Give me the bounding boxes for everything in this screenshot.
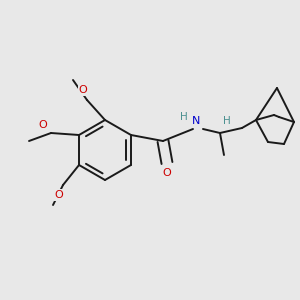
Text: N: N <box>192 116 200 126</box>
Text: H: H <box>180 112 188 122</box>
Text: H: H <box>223 116 231 126</box>
Text: O: O <box>163 168 171 178</box>
Text: O: O <box>55 190 63 200</box>
Text: O: O <box>79 85 87 95</box>
Text: O: O <box>39 120 47 130</box>
